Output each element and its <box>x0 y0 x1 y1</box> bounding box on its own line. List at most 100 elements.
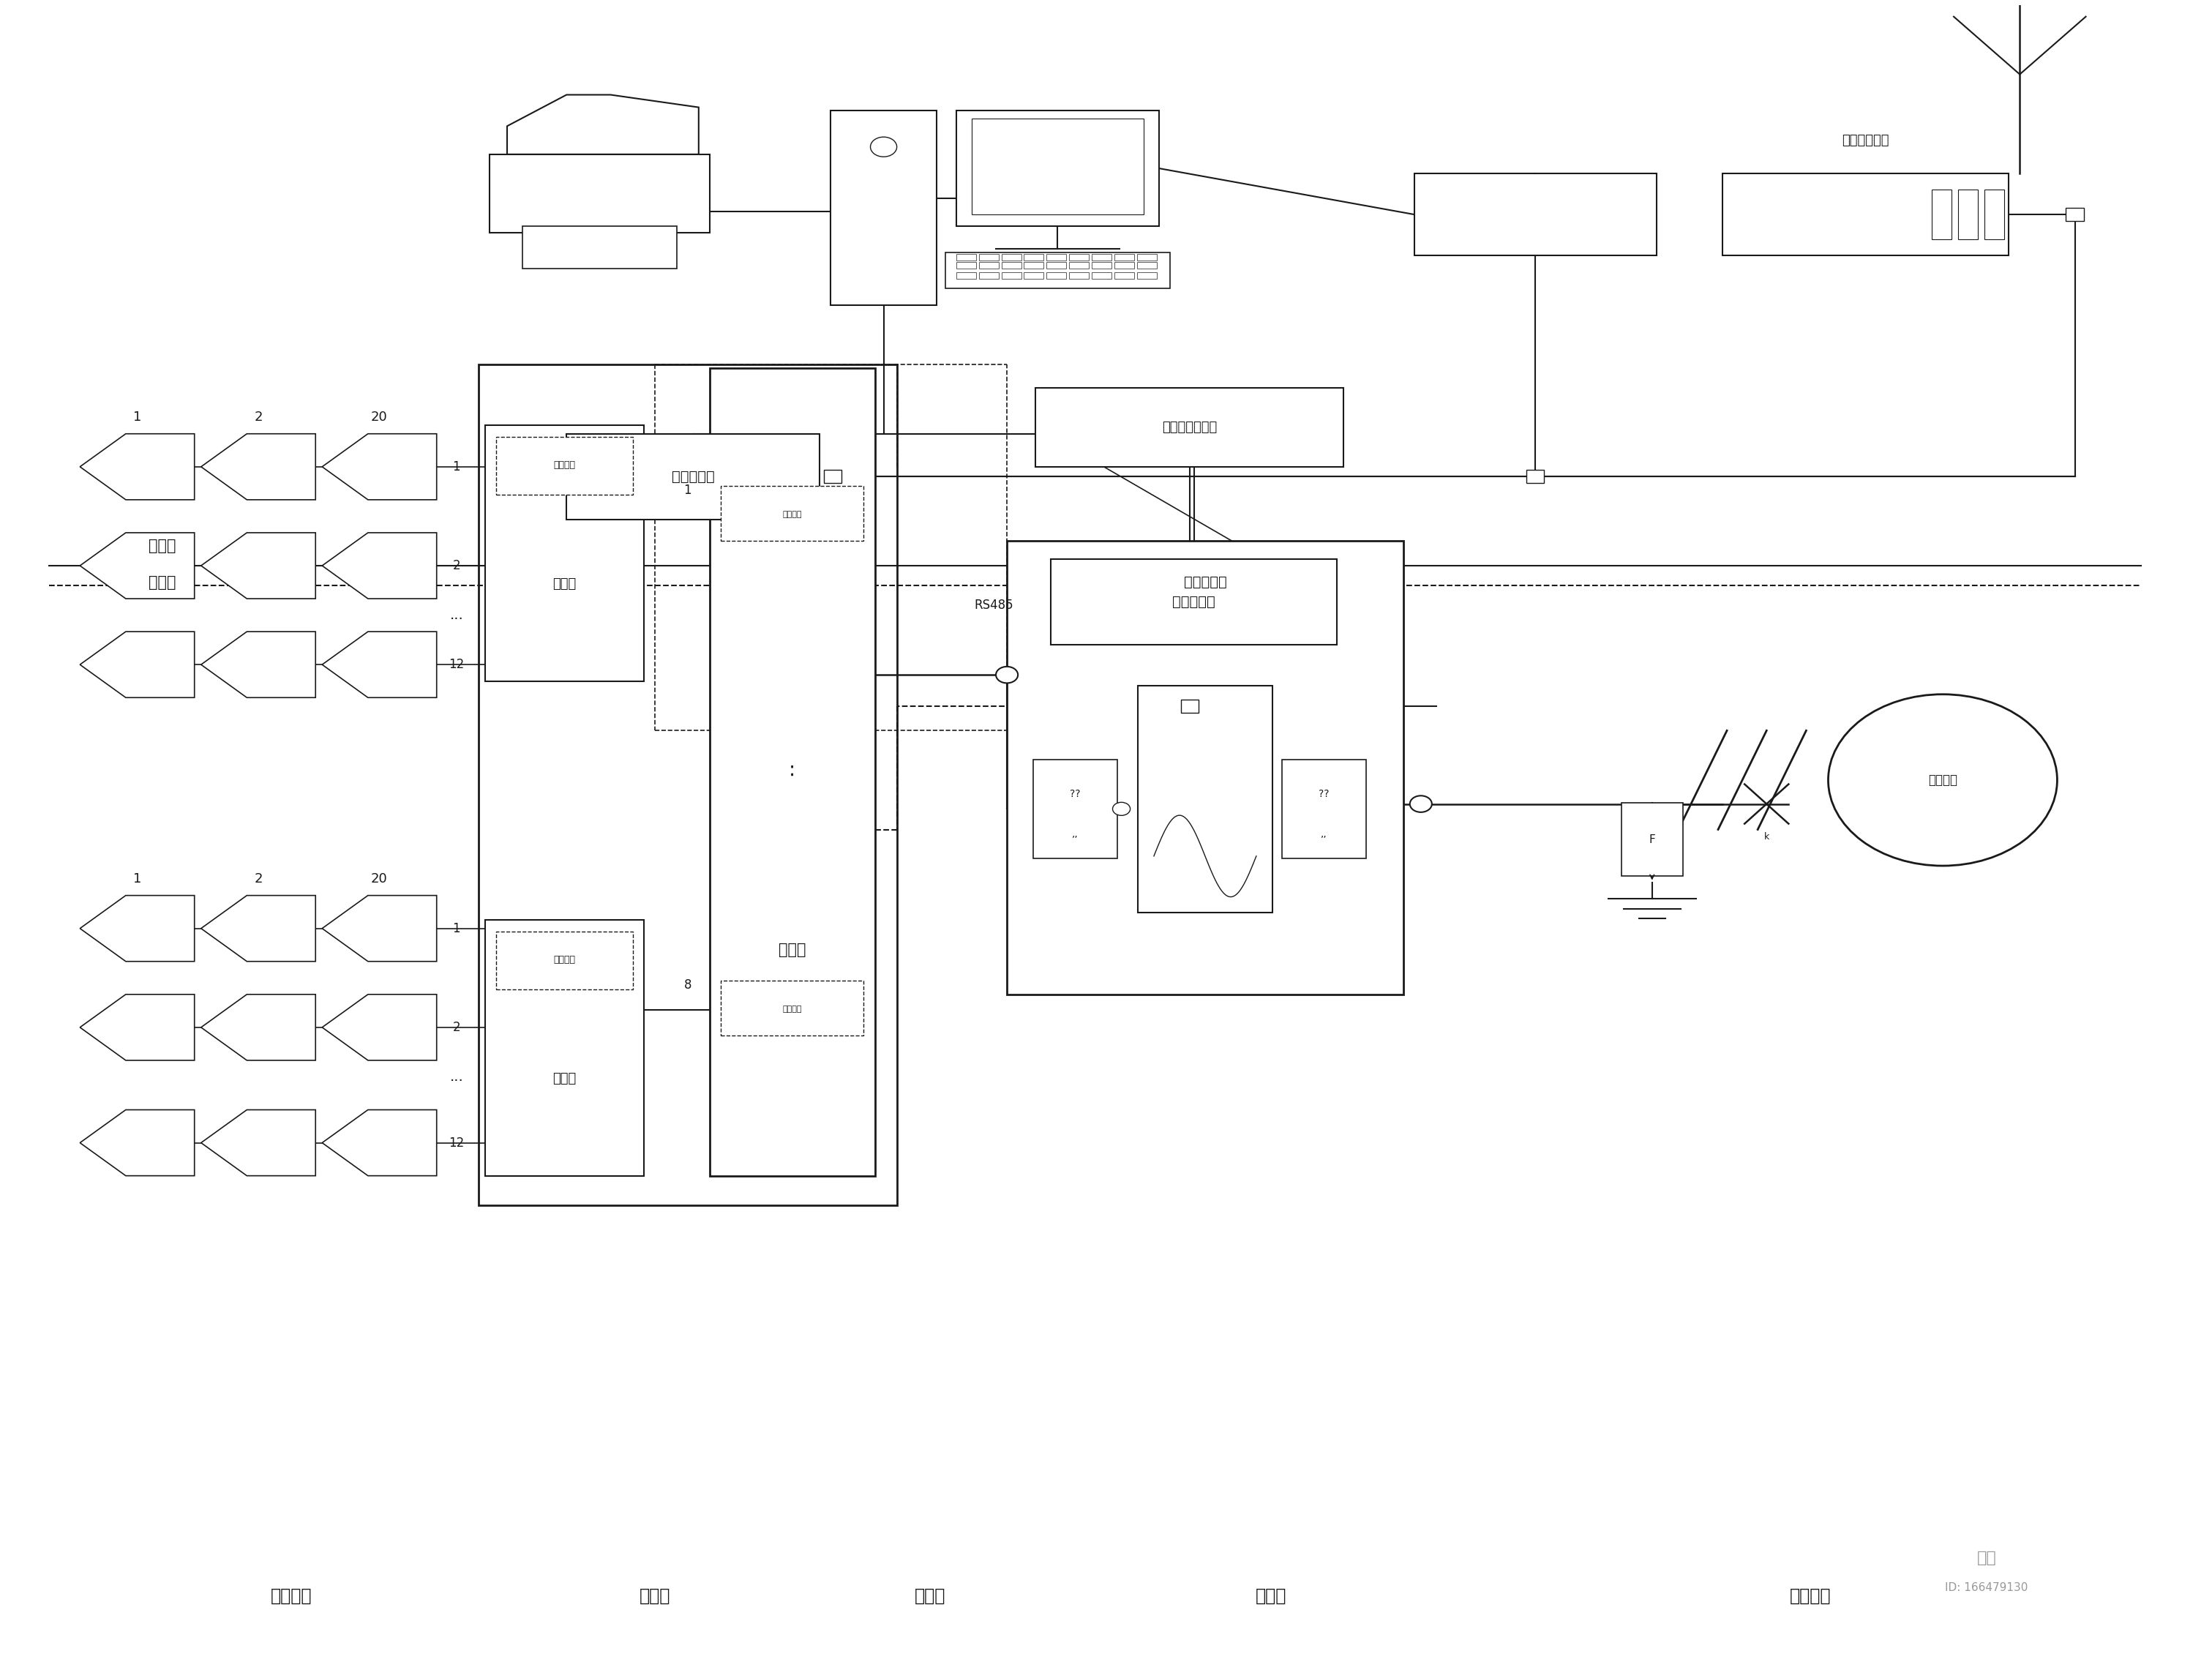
Polygon shape <box>80 533 195 599</box>
Text: 20: 20 <box>372 411 387 425</box>
Bar <box>1068 272 1088 279</box>
Bar <box>980 262 998 269</box>
Text: 交流系统: 交流系统 <box>1790 1588 1832 1604</box>
Bar <box>495 436 633 494</box>
Text: ID: 166479130: ID: 166479130 <box>1944 1583 2028 1593</box>
Bar <box>1137 262 1157 269</box>
Polygon shape <box>507 95 699 154</box>
Text: 1: 1 <box>133 411 142 425</box>
Bar <box>478 365 896 1206</box>
Bar <box>495 932 633 989</box>
Text: 汇流箱: 汇流箱 <box>553 577 575 591</box>
Text: 通信接口: 通信接口 <box>783 1005 803 1012</box>
Polygon shape <box>201 533 316 599</box>
Bar <box>1024 262 1044 269</box>
Bar <box>484 426 644 682</box>
Text: 逆变接口: 逆变接口 <box>783 511 803 518</box>
Text: 知束: 知束 <box>1978 1551 1997 1566</box>
Text: 12: 12 <box>449 659 465 672</box>
Bar <box>1984 189 2004 239</box>
Bar <box>832 111 936 305</box>
Bar <box>825 469 843 483</box>
Polygon shape <box>201 632 316 697</box>
Bar <box>1046 262 1066 269</box>
Text: 并网逆变器: 并网逆变器 <box>1183 576 1228 589</box>
Bar <box>1931 189 1951 239</box>
Text: 2: 2 <box>453 1020 460 1034</box>
Text: RS485: RS485 <box>973 599 1013 612</box>
Text: ...: ... <box>449 1070 462 1083</box>
Bar <box>980 254 998 260</box>
Text: 1: 1 <box>453 922 460 936</box>
Text: 环境数据监测仪: 环境数据监测仪 <box>1161 421 1217 433</box>
Bar <box>1002 262 1022 269</box>
Text: 通信接口: 通信接口 <box>553 460 575 469</box>
Bar <box>522 226 677 269</box>
Bar <box>1046 272 1066 279</box>
Bar <box>1024 254 1044 260</box>
Bar <box>1526 469 1544 483</box>
Bar <box>1137 254 1157 260</box>
Text: 汇流箱: 汇流箱 <box>639 1588 670 1604</box>
Bar <box>945 252 1170 289</box>
Text: 2: 2 <box>254 411 263 425</box>
Bar <box>721 486 865 541</box>
Text: 2: 2 <box>254 873 263 886</box>
Text: 通信接口: 通信接口 <box>553 956 575 964</box>
Polygon shape <box>323 533 436 599</box>
Circle shape <box>1113 803 1130 816</box>
Bar <box>1958 189 1978 239</box>
Polygon shape <box>201 896 316 962</box>
Polygon shape <box>323 1110 436 1176</box>
Polygon shape <box>201 994 316 1060</box>
Circle shape <box>869 138 896 156</box>
Text: 光伏方阵: 光伏方阵 <box>270 1588 312 1604</box>
Text: 并网母线: 并网母线 <box>1929 773 1958 786</box>
Bar <box>1723 173 2008 255</box>
Polygon shape <box>323 896 436 962</box>
Text: ,,: ,, <box>1321 828 1327 839</box>
Text: ,,: ,, <box>1073 828 1079 839</box>
Polygon shape <box>80 632 195 697</box>
Text: ??: ?? <box>1071 790 1079 800</box>
Bar <box>1024 272 1044 279</box>
Bar <box>1093 262 1110 269</box>
Bar <box>956 254 975 260</box>
Bar <box>1093 272 1110 279</box>
Bar <box>956 262 975 269</box>
Bar <box>1068 254 1088 260</box>
Bar <box>1093 254 1110 260</box>
Bar <box>489 154 710 232</box>
Polygon shape <box>201 1110 316 1176</box>
Text: ∶: ∶ <box>790 761 794 781</box>
Polygon shape <box>323 433 436 499</box>
Text: 直流柜: 直流柜 <box>779 942 805 957</box>
Bar <box>1137 687 1272 912</box>
Text: ...: ... <box>449 609 462 622</box>
Text: 通讯管理机: 通讯管理机 <box>1172 596 1217 609</box>
Circle shape <box>995 667 1018 684</box>
Bar <box>2066 207 2084 221</box>
Bar <box>1002 272 1022 279</box>
Bar <box>1033 760 1117 858</box>
Bar <box>710 368 874 1176</box>
Bar <box>1068 262 1088 269</box>
Bar <box>1046 254 1066 260</box>
Text: 站控层: 站控层 <box>148 539 175 552</box>
Bar <box>980 272 998 279</box>
Bar <box>1051 559 1338 645</box>
Text: 2: 2 <box>453 559 460 572</box>
Bar <box>484 921 644 1176</box>
Bar <box>971 119 1144 214</box>
Bar <box>1035 388 1345 466</box>
Polygon shape <box>323 994 436 1060</box>
Bar <box>1413 173 1657 255</box>
Text: k: k <box>1763 833 1770 841</box>
Text: 1: 1 <box>133 873 142 886</box>
Bar <box>1006 541 1402 994</box>
Bar <box>1115 254 1135 260</box>
Text: 1: 1 <box>453 460 460 473</box>
Text: 现场层: 现场层 <box>148 576 175 589</box>
Text: 汇流箱: 汇流箱 <box>553 1072 575 1085</box>
Bar <box>721 980 865 1035</box>
